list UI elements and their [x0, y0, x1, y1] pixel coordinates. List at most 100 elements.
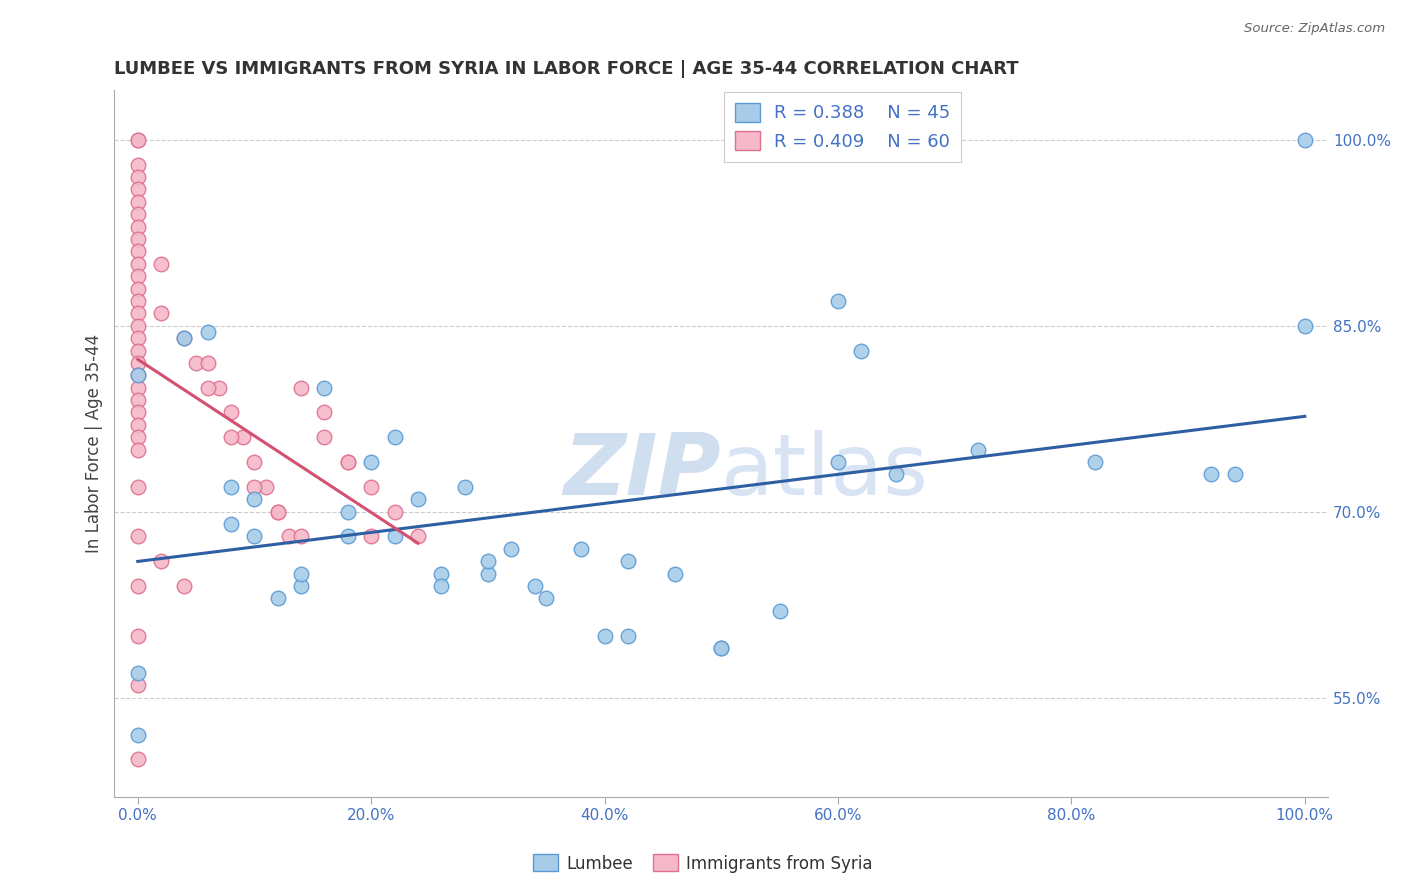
Point: [430, 579, 453, 593]
Point: [501, 541, 523, 556]
Point: [127, 244, 149, 259]
Point: [127, 417, 149, 432]
Point: [127, 343, 149, 358]
Point: [1294, 133, 1316, 147]
Point: [150, 257, 173, 271]
Point: [477, 566, 499, 581]
Point: [127, 169, 149, 184]
Point: [219, 430, 242, 444]
Point: [127, 579, 149, 593]
Point: [243, 492, 266, 507]
Point: [127, 529, 149, 543]
Point: [127, 133, 149, 147]
Point: [1084, 455, 1107, 469]
Point: [150, 554, 173, 568]
Point: [127, 293, 149, 308]
Point: [127, 665, 149, 680]
Point: [127, 368, 149, 383]
Legend: R = 0.388    N = 45, R = 0.409    N = 60: R = 0.388 N = 45, R = 0.409 N = 60: [724, 92, 962, 161]
Legend: Lumbee, Immigrants from Syria: Lumbee, Immigrants from Syria: [526, 847, 880, 880]
Text: atlas: atlas: [721, 430, 929, 513]
Point: [827, 455, 849, 469]
Point: [197, 381, 219, 395]
Point: [254, 480, 277, 494]
Point: [336, 455, 359, 469]
Point: [769, 604, 792, 618]
Point: [127, 318, 149, 333]
Point: [232, 430, 254, 444]
Point: [127, 133, 149, 147]
Point: [278, 529, 301, 543]
Point: [290, 381, 312, 395]
Point: [243, 529, 266, 543]
Point: [127, 368, 149, 383]
Point: [127, 269, 149, 284]
Point: [360, 529, 382, 543]
Point: [827, 293, 849, 308]
Point: [127, 182, 149, 196]
Point: [219, 516, 242, 531]
Point: [406, 529, 429, 543]
Point: [314, 405, 336, 419]
Point: [243, 455, 266, 469]
Text: ZIP: ZIP: [564, 430, 721, 513]
Point: [569, 541, 592, 556]
Point: [617, 554, 640, 568]
Point: [173, 331, 195, 345]
Text: Source: ZipAtlas.com: Source: ZipAtlas.com: [1244, 22, 1385, 36]
Point: [127, 281, 149, 295]
Point: [150, 306, 173, 320]
Point: [267, 505, 290, 519]
Point: [127, 356, 149, 370]
Point: [290, 566, 312, 581]
Point: [127, 393, 149, 408]
Point: [886, 467, 908, 482]
Point: [430, 566, 453, 581]
Point: [243, 480, 266, 494]
Point: [710, 640, 733, 655]
Point: [127, 405, 149, 419]
Point: [173, 579, 195, 593]
Point: [384, 529, 406, 543]
Point: [127, 678, 149, 692]
Point: [219, 405, 242, 419]
Point: [127, 480, 149, 494]
Point: [267, 505, 290, 519]
Point: [219, 480, 242, 494]
Point: [208, 381, 231, 395]
Point: [127, 629, 149, 643]
Point: [1294, 318, 1316, 333]
Point: [184, 356, 207, 370]
Point: [290, 579, 312, 593]
Point: [406, 492, 429, 507]
Point: [336, 505, 359, 519]
Point: [127, 232, 149, 246]
Point: [593, 629, 616, 643]
Point: [384, 430, 406, 444]
Point: [710, 640, 733, 655]
Point: [173, 331, 195, 345]
Point: [127, 158, 149, 172]
Point: [384, 505, 406, 519]
Point: [664, 566, 686, 581]
Point: [127, 194, 149, 209]
Y-axis label: In Labor Force | Age 35-44: In Labor Force | Age 35-44: [86, 334, 103, 553]
Point: [1223, 467, 1246, 482]
Point: [127, 430, 149, 444]
Text: LUMBEE VS IMMIGRANTS FROM SYRIA IN LABOR FORCE | AGE 35-44 CORRELATION CHART: LUMBEE VS IMMIGRANTS FROM SYRIA IN LABOR…: [114, 60, 1019, 78]
Point: [314, 430, 336, 444]
Point: [290, 529, 312, 543]
Point: [336, 529, 359, 543]
Point: [851, 343, 873, 358]
Point: [267, 591, 290, 606]
Point: [127, 331, 149, 345]
Point: [197, 325, 219, 339]
Point: [127, 257, 149, 271]
Point: [523, 579, 546, 593]
Point: [336, 455, 359, 469]
Point: [127, 442, 149, 457]
Point: [360, 455, 382, 469]
Point: [534, 591, 557, 606]
Point: [967, 442, 990, 457]
Point: [127, 306, 149, 320]
